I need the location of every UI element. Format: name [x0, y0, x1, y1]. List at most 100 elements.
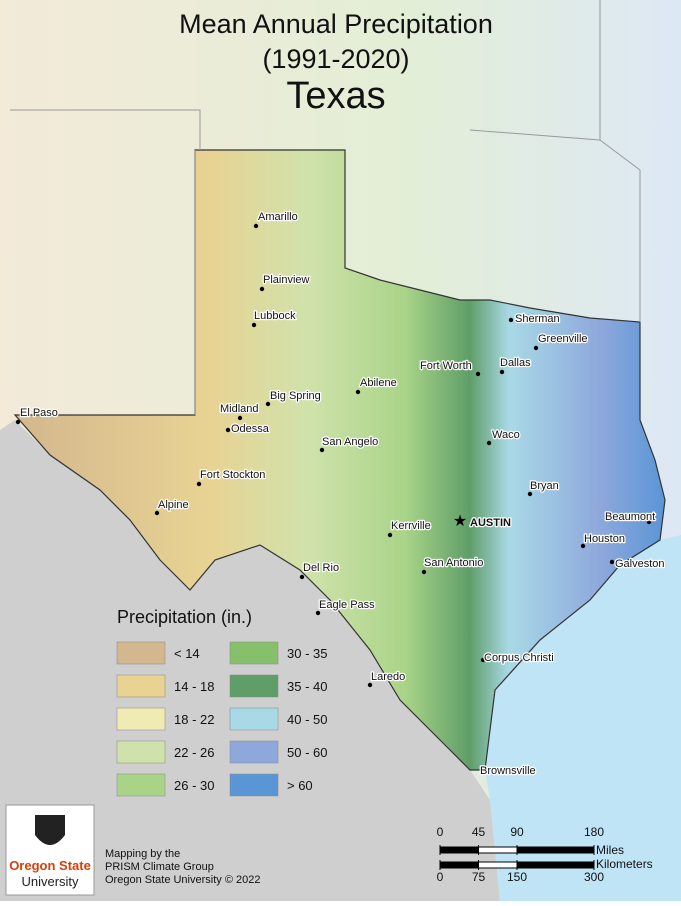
- city-label: Houston: [584, 533, 625, 545]
- city-dot: [609, 559, 615, 565]
- legend-swatch: [229, 773, 279, 797]
- city-dot: [299, 574, 305, 580]
- legend-label: 40 - 50: [287, 712, 327, 727]
- legend-swatch: [116, 773, 166, 797]
- credit: Oregon State University © 2022: [105, 874, 260, 886]
- city-dot: [479, 767, 485, 773]
- title-line2: (1991-2020): [262, 44, 409, 74]
- city-dot: [315, 610, 321, 616]
- credit: Mapping by the: [105, 848, 180, 860]
- city-label: Kerrville: [391, 520, 431, 532]
- city-label: Lubbock: [254, 310, 296, 322]
- scale-segment: [516, 861, 595, 869]
- city-label: Greenville: [538, 333, 588, 345]
- city-dot: [480, 657, 486, 663]
- scale-tick-label: 150: [507, 870, 527, 884]
- city-label: Midland: [220, 403, 259, 415]
- legend-swatch: [229, 740, 279, 764]
- city-dot: [421, 569, 427, 575]
- legend-swatch: [229, 707, 279, 731]
- city-label: San Angelo: [322, 436, 378, 448]
- scale-unit: Miles: [596, 843, 624, 857]
- legend-swatch: [116, 707, 166, 731]
- city-dot: [533, 345, 539, 351]
- city-label: Bryan: [530, 480, 559, 492]
- city-label: Eagle Pass: [319, 599, 375, 611]
- legend-label: 18 - 22: [174, 712, 214, 727]
- city-dot: [475, 371, 481, 377]
- city-dot: [15, 419, 21, 425]
- city-dot: [527, 491, 533, 497]
- city-dot: [508, 317, 514, 323]
- city-label: Corpus Christi: [484, 652, 554, 664]
- city-label: Laredo: [371, 671, 405, 683]
- city-dot: [251, 322, 257, 328]
- texas: [13, 149, 666, 771]
- city-dot: [355, 389, 361, 395]
- city-label: Sherman: [515, 313, 560, 325]
- logo-line2: University: [21, 874, 79, 889]
- city-dot: [319, 447, 325, 453]
- legend-label: 35 - 40: [287, 679, 327, 694]
- legend-title: Precipitation (in.): [117, 607, 252, 627]
- city-dot: [237, 415, 243, 421]
- scale-tick-label: 90: [510, 825, 524, 839]
- legend-label: 30 - 35: [287, 646, 327, 661]
- city-label: El Paso: [20, 407, 58, 419]
- scale-segment: [478, 861, 518, 869]
- city-label: Dallas: [500, 357, 531, 369]
- city-dot: [367, 682, 373, 688]
- city-label: Abilene: [360, 377, 397, 389]
- city-label: Plainview: [263, 274, 310, 286]
- scale-unit: Kilometers: [596, 857, 653, 871]
- scale-segment: [439, 846, 479, 854]
- city-dot: [387, 532, 393, 538]
- city-dot: [265, 401, 271, 407]
- title-line1: Mean Annual Precipitation: [179, 9, 493, 39]
- city-label: San Antonio: [424, 557, 483, 569]
- city-label: Amarillo: [258, 211, 298, 223]
- legend-label: 22 - 26: [174, 745, 214, 760]
- legend-swatch: [229, 641, 279, 665]
- city-label: Beaumont: [605, 511, 655, 523]
- capital-label: AUSTIN: [470, 517, 511, 529]
- legend-label: 26 - 30: [174, 778, 214, 793]
- logo-line1: Oregon State: [9, 858, 91, 873]
- city-dot: [646, 519, 652, 525]
- scale-tick-label: 45: [472, 825, 486, 839]
- gulf: [485, 535, 681, 901]
- city-dot: [253, 223, 259, 229]
- city-label: Del Rio: [303, 562, 339, 574]
- city-label: Fort Stockton: [200, 469, 265, 481]
- capital-star: ★: [453, 513, 467, 530]
- city-label: Galveston: [615, 558, 665, 570]
- city-dot: [259, 286, 265, 292]
- scale-segment: [439, 861, 479, 869]
- scale-tick-label: 0: [437, 870, 444, 884]
- credit: PRISM Climate Group: [105, 861, 214, 873]
- city-label: Fort Worth: [420, 360, 472, 372]
- city-label: Alpine: [158, 499, 189, 511]
- scale-tick-label: 300: [584, 870, 604, 884]
- scale-tick-label: 0: [437, 825, 444, 839]
- city-label: Big Spring: [270, 390, 321, 402]
- city-label: Brownsville: [480, 765, 536, 777]
- scale-tick-label: 75: [472, 870, 486, 884]
- city-dot: [225, 427, 231, 433]
- city-dot: [154, 510, 160, 516]
- logo-shield: [35, 815, 65, 845]
- state-borders: [10, 0, 641, 415]
- city-dot: [196, 481, 202, 487]
- city-label: Odessa: [231, 423, 270, 435]
- scale-segment: [478, 846, 518, 854]
- legend-label: > 60: [287, 778, 313, 793]
- legend-label: < 14: [174, 646, 200, 661]
- legend-label: 50 - 60: [287, 745, 327, 760]
- legend-swatch: [116, 674, 166, 698]
- legend-label: 14 - 18: [174, 679, 214, 694]
- scale-tick-label: 180: [584, 825, 604, 839]
- city-label: Waco: [492, 429, 520, 441]
- city-dot: [580, 543, 586, 549]
- title-line3: Texas: [286, 75, 385, 117]
